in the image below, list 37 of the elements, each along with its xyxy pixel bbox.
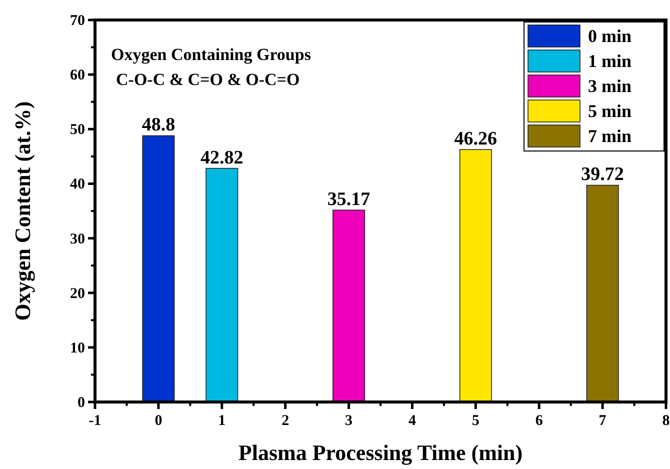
data-label: 39.72 (581, 164, 624, 186)
x-tick-label: 1 (218, 413, 226, 429)
x-tick-label: 6 (535, 413, 544, 429)
x-axis-title: Plasma Processing Time (min) (238, 440, 523, 465)
annotation: C-O-C & C=O & O-C=O (116, 70, 300, 89)
y-tick-label: 50 (70, 122, 85, 138)
x-tick-label: 0 (154, 413, 162, 429)
bar (586, 184, 619, 402)
y-axis-title: Oxygen Content (at.%) (10, 101, 35, 321)
x-tick-label: 2 (282, 413, 290, 429)
y-tick-label: 40 (70, 176, 85, 193)
x-tick-label: 8 (662, 413, 670, 429)
data-label: 48.8 (142, 114, 176, 136)
x-tick-label: 5 (472, 413, 480, 429)
bar (142, 135, 175, 402)
annotation: Oxygen Containing Groups (111, 45, 312, 64)
bar (206, 168, 238, 402)
legend-label: 1 min (588, 51, 632, 71)
y-tick-label: 10 (70, 340, 85, 356)
data-label: 42.82 (200, 147, 244, 168)
legend-label: 7 min (588, 126, 632, 146)
y-tick-label: 0 (78, 395, 85, 411)
x-tick-label: 4 (408, 413, 416, 429)
legend-label: 3 min (588, 76, 632, 96)
y-tick-label: 70 (70, 13, 85, 29)
bar (459, 149, 492, 402)
data-label: 46.26 (454, 128, 498, 150)
legend-label: 5 min (588, 101, 632, 121)
y-tick-label: 30 (70, 231, 85, 248)
bar (332, 210, 366, 402)
x-tick-label: -1 (88, 413, 102, 429)
data-label: 35.17 (327, 189, 371, 210)
x-tick-label: 3 (345, 413, 353, 429)
y-tick-label: 60 (70, 68, 85, 84)
legend-label: 0 min (588, 26, 632, 46)
x-tick-label: 7 (598, 413, 607, 429)
y-tick-label: 20 (70, 286, 85, 302)
